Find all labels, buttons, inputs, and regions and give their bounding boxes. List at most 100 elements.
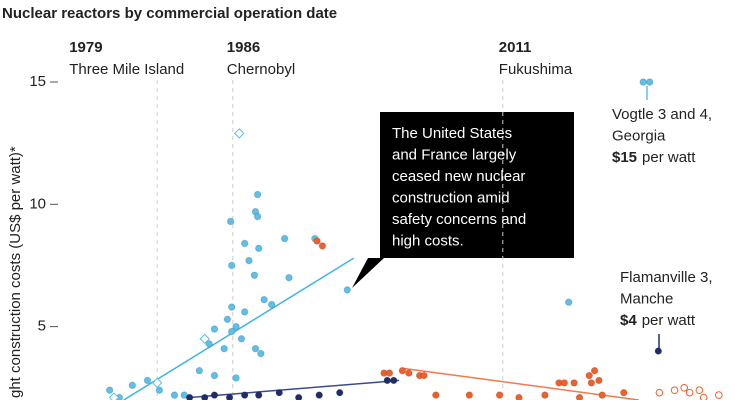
point xyxy=(294,393,303,400)
annotation-bold: $15 xyxy=(612,149,637,166)
point xyxy=(210,391,219,399)
callout-text: safety concerns and xyxy=(392,211,526,228)
y-tick-label: 5 xyxy=(38,318,46,335)
point xyxy=(315,391,324,399)
point xyxy=(699,393,708,400)
event-year: 1979 xyxy=(69,39,102,56)
point xyxy=(670,386,679,395)
point xyxy=(240,239,249,248)
point xyxy=(253,212,262,221)
trend-line xyxy=(123,257,355,400)
point xyxy=(318,242,327,250)
point xyxy=(226,217,235,226)
callout-text: high costs. xyxy=(392,232,464,249)
annotation-text: Georgia xyxy=(612,127,666,144)
point xyxy=(495,391,504,399)
point xyxy=(398,366,407,375)
annotation-rest: per watt xyxy=(642,312,696,329)
point xyxy=(645,78,654,86)
point xyxy=(598,391,606,399)
point xyxy=(210,325,219,333)
callout-text: construction amid xyxy=(392,189,510,206)
y-axis-label: ght construction costs (US$ per watt)* xyxy=(7,146,24,398)
annotation-rest: per watt xyxy=(642,149,696,166)
point xyxy=(405,369,413,377)
point xyxy=(715,391,723,399)
event-label: Three Mile Island xyxy=(69,61,184,78)
point xyxy=(232,374,240,382)
event-label: Fukushima xyxy=(499,61,573,78)
point xyxy=(143,376,152,385)
point xyxy=(227,303,236,311)
point xyxy=(195,366,204,375)
point xyxy=(225,393,234,400)
point xyxy=(170,391,179,399)
point xyxy=(245,256,253,265)
point xyxy=(654,347,663,355)
point xyxy=(655,388,664,397)
point xyxy=(275,388,284,397)
point xyxy=(432,391,440,399)
point xyxy=(343,286,352,294)
point xyxy=(680,383,689,392)
point xyxy=(515,393,523,400)
point xyxy=(590,366,599,375)
point xyxy=(199,333,210,345)
point xyxy=(240,308,249,316)
point xyxy=(240,391,249,399)
point xyxy=(251,344,260,353)
point xyxy=(210,371,219,380)
point xyxy=(570,379,578,387)
point xyxy=(254,391,263,399)
point xyxy=(253,190,262,199)
callout-box xyxy=(380,112,574,258)
point xyxy=(227,327,236,336)
point xyxy=(220,344,228,353)
point xyxy=(587,379,596,387)
point xyxy=(335,388,344,397)
point xyxy=(280,234,289,243)
point xyxy=(385,369,394,377)
callout-text: and France largely xyxy=(392,146,517,163)
point xyxy=(420,371,428,380)
annotation-bold: $4 xyxy=(620,312,637,329)
point xyxy=(155,386,164,395)
y-tick-label: 15 xyxy=(29,73,46,90)
event-year: 1986 xyxy=(227,39,260,56)
callout-text: The United States xyxy=(392,125,512,142)
point xyxy=(257,349,265,358)
point xyxy=(237,335,246,343)
point xyxy=(267,300,276,309)
point xyxy=(313,237,321,245)
point xyxy=(560,379,569,387)
y-tick-label: 10 xyxy=(29,195,46,212)
point xyxy=(619,388,628,397)
point xyxy=(695,386,704,395)
callout-pointer xyxy=(352,258,384,288)
point xyxy=(151,377,163,389)
chart-title: Nuclear reactors by commercial operation… xyxy=(2,5,337,22)
annotation-value: $15 per watt xyxy=(612,149,696,166)
point xyxy=(128,381,137,390)
point xyxy=(564,298,573,306)
point xyxy=(260,295,268,304)
point xyxy=(389,376,398,385)
point xyxy=(595,376,603,385)
point xyxy=(541,391,549,399)
point xyxy=(200,393,209,400)
point xyxy=(105,386,114,395)
point xyxy=(227,261,236,270)
point xyxy=(575,393,584,400)
point xyxy=(685,388,694,397)
point xyxy=(465,391,474,399)
point xyxy=(185,393,194,400)
point xyxy=(234,128,245,139)
point xyxy=(108,392,120,400)
trend-line xyxy=(189,379,400,399)
point xyxy=(639,78,648,86)
annotation-text: Flamanville 3, xyxy=(620,269,713,286)
point xyxy=(250,271,259,280)
annotation-value: $4 per watt xyxy=(620,312,696,329)
point xyxy=(232,322,240,331)
